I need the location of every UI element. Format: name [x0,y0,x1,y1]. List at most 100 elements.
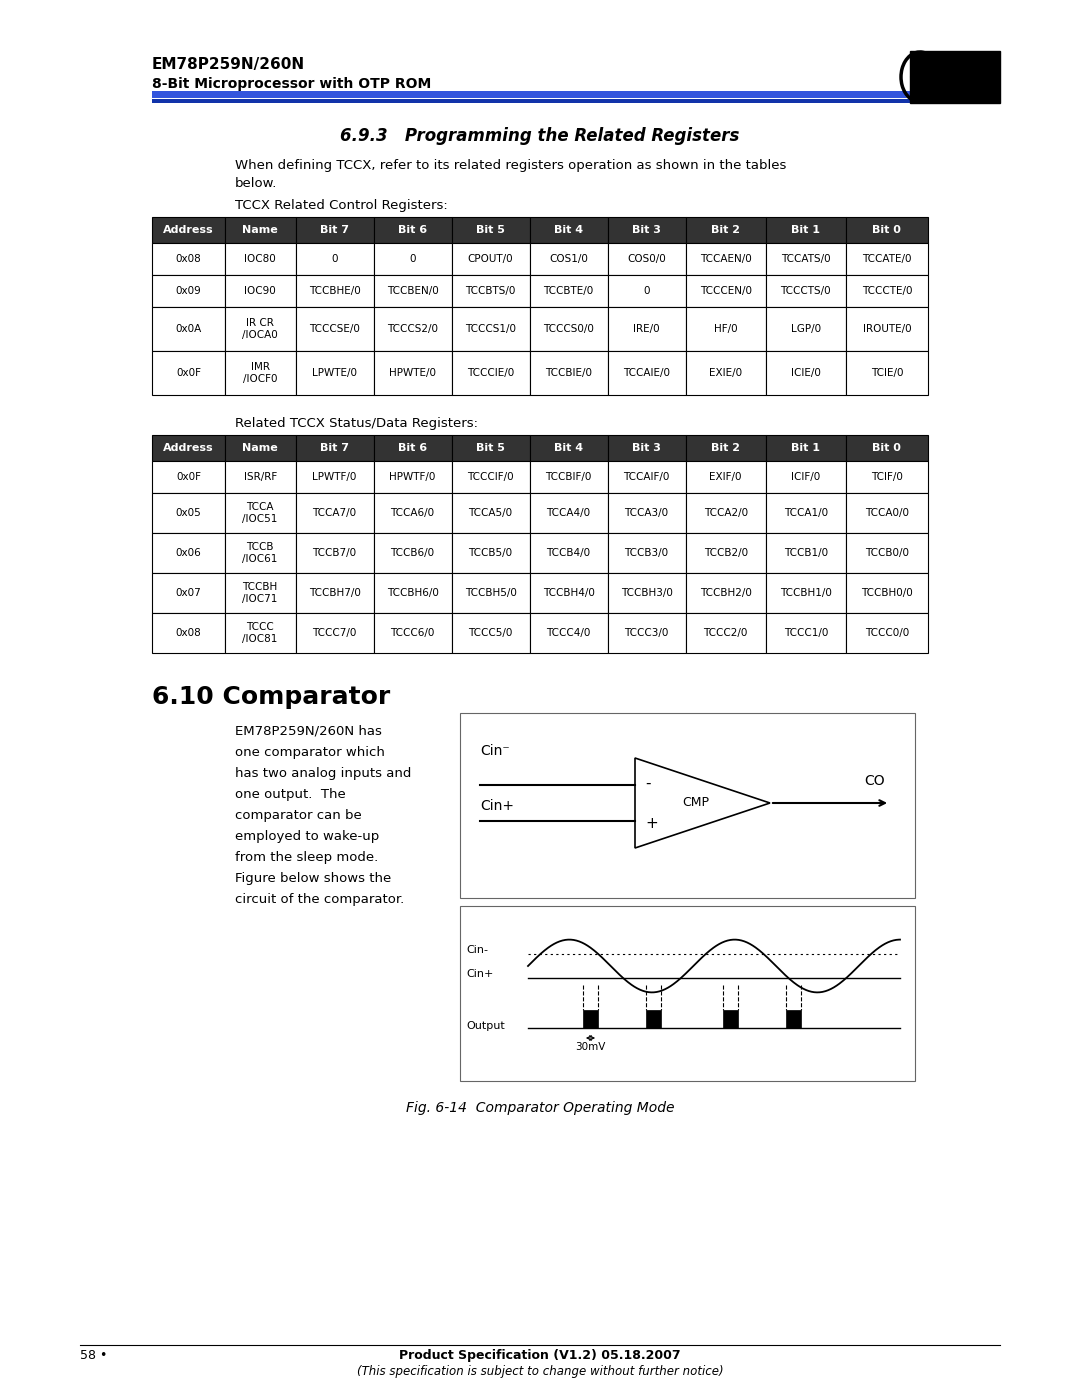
Text: TCCX Related Control Registers:: TCCX Related Control Registers: [235,198,448,212]
Bar [529,217,608,243]
Bar [296,217,374,243]
Bar [451,243,529,275]
Bar [529,434,608,461]
Bar [451,573,529,613]
Text: EM78P259N/260N: EM78P259N/260N [152,57,306,73]
Polygon shape [635,759,770,848]
Bar [225,275,296,307]
Text: TCCB1/0: TCCB1/0 [784,548,828,557]
Bar [374,534,451,573]
Text: TCCB6/0: TCCB6/0 [391,548,434,557]
Text: LPWTE/0: LPWTE/0 [312,367,357,379]
Text: one comparator which: one comparator which [235,746,384,759]
Text: TCCB5/0: TCCB5/0 [469,548,513,557]
Bar [296,534,374,573]
Text: HF/0: HF/0 [714,324,738,334]
Bar [374,351,451,395]
Text: IROUTE/0: IROUTE/0 [863,324,912,334]
Text: Bit 1: Bit 1 [792,443,821,453]
Text: TCCAIE/0: TCCAIE/0 [623,367,670,379]
Bar [846,217,928,243]
Bar [225,243,296,275]
Text: Bit 4: Bit 4 [554,225,583,235]
Bar [846,613,928,652]
Text: ISR/RF: ISR/RF [244,472,276,482]
Text: 0: 0 [644,286,650,296]
Bar [152,307,225,351]
Bar [451,461,529,493]
Bar [225,613,296,652]
Text: Bit 3: Bit 3 [632,443,661,453]
Bar [583,1010,598,1028]
Bar [374,461,451,493]
Bar [686,217,766,243]
Bar [686,434,766,461]
Bar [529,493,608,534]
Bar [846,573,928,613]
Bar [608,613,686,652]
Bar [646,1010,661,1028]
Text: TCCCS1/0: TCCCS1/0 [465,324,516,334]
Text: 8-Bit Microprocessor with OTP ROM: 8-Bit Microprocessor with OTP ROM [152,77,431,91]
Text: Cin-: Cin- [465,944,488,956]
Text: TCCA5/0: TCCA5/0 [469,509,513,518]
Bar [374,613,451,652]
Bar [374,217,451,243]
Text: IRE/0: IRE/0 [633,324,660,334]
Text: TCCBTE/0: TCCBTE/0 [543,286,594,296]
Bar [529,613,608,652]
Bar [686,534,766,573]
Text: TCCB3/0: TCCB3/0 [624,548,669,557]
Text: TCCBH6/0: TCCBH6/0 [387,588,438,598]
Text: 0x0F: 0x0F [176,367,201,379]
Text: Bit 0: Bit 0 [873,225,902,235]
Text: employed to wake-up: employed to wake-up [235,830,379,842]
Text: TCIE/0: TCIE/0 [870,367,903,379]
Text: Output: Output [465,1021,504,1031]
Text: LGP/0: LGP/0 [791,324,821,334]
Text: TCCCS2/0: TCCCS2/0 [387,324,438,334]
Bar [686,461,766,493]
Bar [296,434,374,461]
Text: TCCB7/0: TCCB7/0 [312,548,356,557]
Bar [608,275,686,307]
Bar [225,217,296,243]
Text: Bit 7: Bit 7 [320,225,349,235]
Text: Bit 6: Bit 6 [399,443,427,453]
Text: 0x0F: 0x0F [176,472,201,482]
Text: Name: Name [242,225,278,235]
Text: 6.9.3   Programming the Related Registers: 6.9.3 Programming the Related Registers [340,127,740,145]
Bar [686,275,766,307]
Text: -: - [645,775,650,791]
Text: TCCA6/0: TCCA6/0 [391,509,434,518]
Text: TCCCSE/0: TCCCSE/0 [309,324,360,334]
Bar [846,493,928,534]
Text: Cin+: Cin+ [480,799,514,813]
Text: TCCC5/0: TCCC5/0 [469,629,513,638]
Text: Bit 5: Bit 5 [476,225,505,235]
Text: TCCA1/0: TCCA1/0 [784,509,828,518]
Text: 6.10 Comparator: 6.10 Comparator [152,685,390,710]
Bar [296,275,374,307]
Bar [608,573,686,613]
Text: LAN: LAN [940,60,981,78]
Bar [786,1010,801,1028]
Bar [686,493,766,534]
Bar [451,493,529,534]
Bar [152,534,225,573]
Bar [846,243,928,275]
Text: Bit 6: Bit 6 [399,225,427,235]
Text: 0x06: 0x06 [176,548,201,557]
Text: TCCBTS/0: TCCBTS/0 [465,286,516,296]
Bar [451,613,529,652]
Text: ICIE/0: ICIE/0 [791,367,821,379]
Bar [529,275,608,307]
Text: TCCCIF/0: TCCCIF/0 [468,472,514,482]
Text: TCCC6/0: TCCC6/0 [390,629,435,638]
Text: Cin⁻: Cin⁻ [480,745,510,759]
Text: Bit 2: Bit 2 [711,443,740,453]
Bar [374,243,451,275]
Text: IR CR
/IOCA0: IR CR /IOCA0 [242,319,278,339]
Text: Cin+: Cin+ [465,970,494,979]
Bar [296,307,374,351]
